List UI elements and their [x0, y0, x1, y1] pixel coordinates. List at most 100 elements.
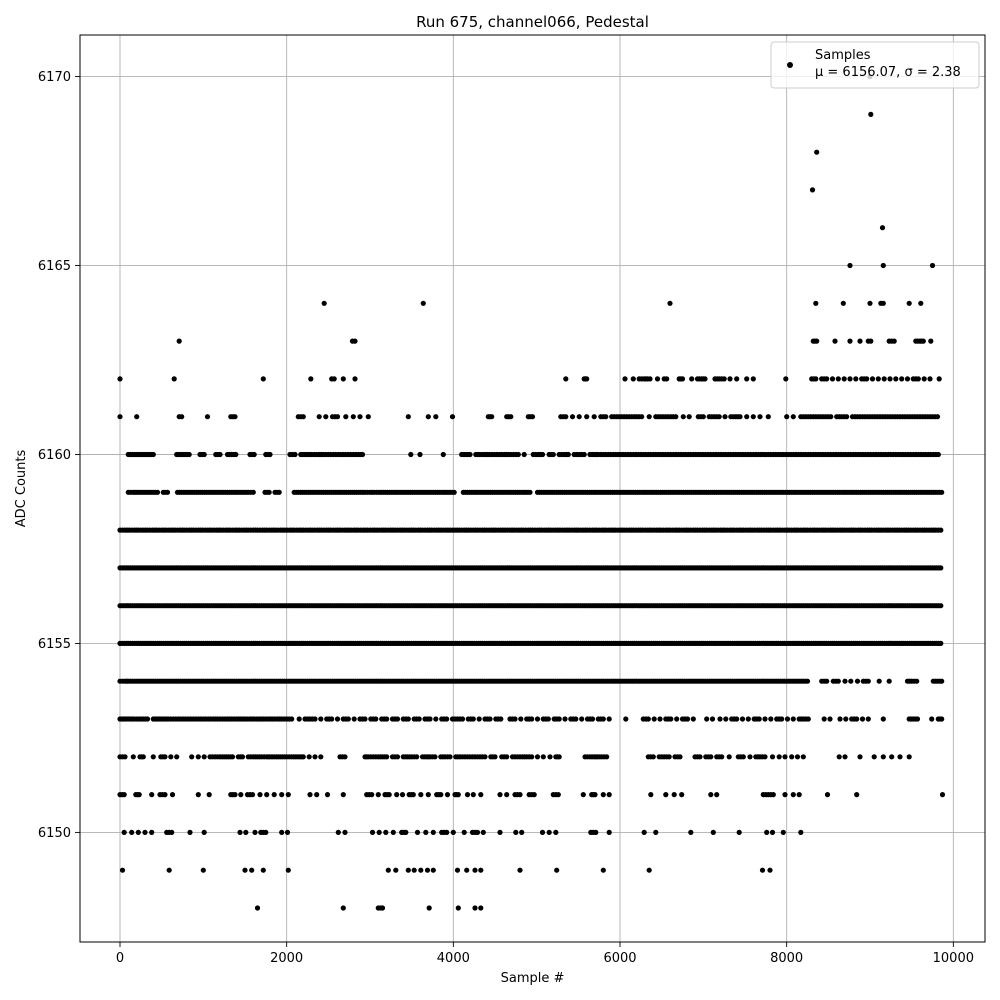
data-point	[553, 829, 559, 836]
data-point	[828, 414, 834, 420]
y-tick-label: 6155	[38, 637, 71, 652]
data-point	[784, 414, 790, 420]
data-point	[679, 792, 685, 798]
data-point	[321, 300, 327, 306]
data-point	[821, 716, 827, 722]
data-point	[444, 792, 451, 798]
data-point	[813, 376, 819, 382]
data-point	[352, 338, 358, 344]
data-point	[249, 867, 255, 873]
data-point	[663, 792, 669, 798]
data-point	[604, 754, 610, 760]
data-point	[369, 829, 376, 836]
data-point	[897, 754, 903, 760]
data-point	[130, 754, 136, 760]
data-point	[451, 489, 457, 495]
data-point	[233, 451, 239, 458]
data-point	[600, 867, 606, 873]
data-point	[547, 754, 553, 760]
data-point	[232, 792, 238, 798]
data-point	[257, 792, 263, 798]
data-point	[673, 414, 679, 420]
data-point	[399, 792, 406, 798]
data-point	[414, 829, 421, 836]
y-tick-label: 6170	[38, 70, 71, 85]
data-point	[840, 300, 846, 306]
data-point	[379, 905, 386, 911]
data-point	[938, 565, 944, 571]
data-point	[804, 678, 811, 684]
data-point	[417, 451, 423, 458]
data-point	[880, 754, 886, 760]
data-point	[867, 300, 873, 306]
data-point	[329, 716, 335, 722]
data-point	[187, 829, 193, 836]
grid	[80, 35, 985, 942]
data-point	[936, 376, 942, 382]
data-point	[166, 867, 172, 873]
data-point	[700, 414, 706, 420]
data-point	[914, 716, 921, 722]
data-point	[362, 716, 368, 722]
data-point	[517, 792, 523, 798]
data-point	[424, 867, 431, 873]
data-point	[350, 414, 356, 420]
data-point	[938, 603, 944, 609]
data-point	[646, 867, 652, 873]
data-point	[260, 867, 266, 873]
data-point	[508, 414, 514, 420]
data-point	[630, 376, 636, 382]
data-point	[345, 716, 351, 722]
data-point	[847, 338, 853, 344]
data-point	[425, 792, 431, 798]
data-point	[769, 754, 776, 760]
data-point	[206, 792, 212, 798]
data-point	[237, 829, 243, 836]
data-point	[563, 414, 569, 420]
data-point	[939, 489, 945, 495]
data-point	[540, 754, 546, 760]
data-point	[539, 451, 546, 458]
data-point	[149, 829, 155, 836]
data-point	[704, 716, 710, 722]
data-point	[121, 792, 127, 798]
data-point	[756, 716, 762, 722]
data-point	[252, 829, 258, 836]
data-point	[603, 414, 609, 420]
data-point	[768, 716, 774, 722]
data-point	[249, 792, 256, 798]
data-point	[686, 414, 692, 420]
data-point	[690, 716, 696, 722]
data-point	[331, 376, 337, 382]
data-point	[639, 414, 645, 420]
data-point	[189, 754, 195, 760]
data-point	[719, 754, 725, 760]
data-point	[684, 716, 691, 722]
data-point	[714, 792, 720, 798]
data-point	[334, 414, 341, 420]
data-point	[289, 716, 295, 722]
data-point	[881, 376, 887, 382]
data-point	[264, 792, 270, 798]
data-point	[312, 754, 318, 760]
data-point	[589, 716, 596, 722]
data-point	[117, 376, 123, 382]
data-point	[584, 376, 590, 382]
legend-marker	[787, 62, 793, 68]
data-point	[174, 754, 180, 760]
data-point	[764, 829, 770, 836]
data-point	[521, 451, 527, 458]
data-point	[433, 414, 439, 420]
data-point	[789, 754, 795, 760]
data-point	[668, 716, 674, 722]
data-point	[744, 414, 750, 420]
data-point	[939, 678, 945, 684]
data-point	[798, 829, 804, 836]
data-point	[841, 376, 847, 382]
data-point	[467, 451, 473, 458]
data-point	[734, 376, 740, 382]
data-point	[757, 414, 763, 420]
data-point	[562, 716, 568, 722]
data-point	[739, 716, 746, 722]
data-point	[938, 640, 944, 647]
